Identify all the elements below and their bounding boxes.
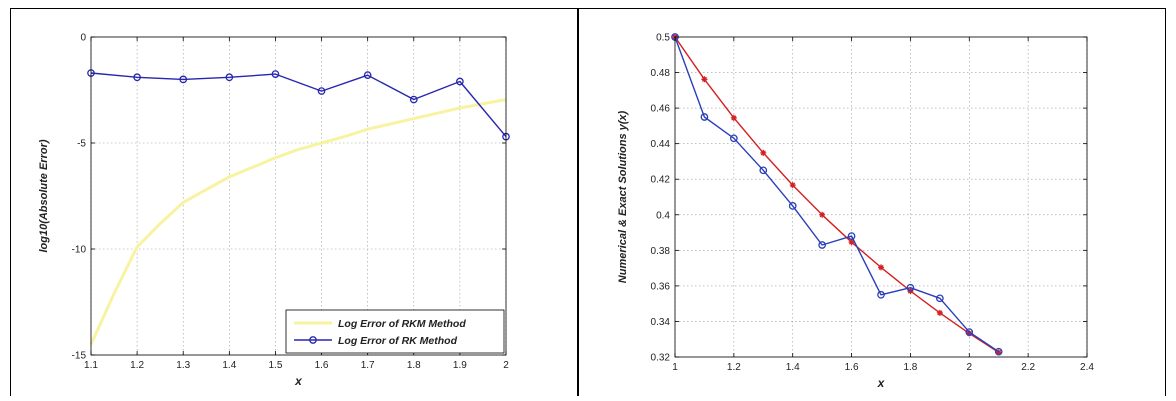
legend-label: Log Error of RKM Method bbox=[338, 318, 466, 330]
y-tick-label: 0.48 bbox=[651, 68, 671, 79]
x-tick-label: 1.4 bbox=[222, 360, 236, 371]
y-tick-label: 0.5 bbox=[656, 33, 670, 44]
x-tick-label: 1.6 bbox=[315, 360, 329, 371]
x-tick-label: 1.5 bbox=[268, 360, 282, 371]
plot-area bbox=[675, 37, 1087, 357]
y-tick-label: 0.32 bbox=[651, 353, 671, 364]
series-line bbox=[674, 36, 1000, 353]
y-tick-label: 0.36 bbox=[651, 281, 671, 292]
data-point bbox=[936, 309, 943, 316]
y-tick-label: 0.46 bbox=[651, 104, 671, 115]
y-tick-label: -15 bbox=[72, 351, 87, 362]
x-tick-label: 1.2 bbox=[727, 362, 741, 373]
series-line bbox=[90, 72, 507, 138]
legend-marker bbox=[309, 336, 317, 344]
data-point bbox=[877, 290, 885, 299]
data-point bbox=[759, 166, 768, 175]
x-tick-label: 1 bbox=[672, 362, 678, 373]
legend-box bbox=[285, 309, 505, 354]
y-tick-label: 0 bbox=[80, 33, 86, 44]
x-tick-label: 1.4 bbox=[786, 362, 800, 373]
data-point bbox=[906, 283, 915, 292]
data-point bbox=[966, 330, 973, 337]
data-point bbox=[409, 95, 418, 104]
legend-label: Log Error of RK Method bbox=[338, 335, 458, 347]
y-tick-label: 0.34 bbox=[651, 317, 671, 328]
x-tick-label: 2.2 bbox=[1021, 362, 1035, 373]
x-tick-label: 1.2 bbox=[130, 360, 144, 371]
data-point bbox=[701, 76, 708, 83]
data-point bbox=[271, 70, 280, 78]
solution-chart: 1 1.2 1.4 1.6 1.8 2 2.2 2.4 0.5 0.48 0.46 0.44 0.42 0… bbox=[617, 33, 1094, 391]
x-tick-label: 1.3 bbox=[176, 360, 190, 371]
data-point bbox=[936, 294, 944, 303]
error-chart: 1.1 1.2 1.3 1.4 1.5 1.6 1.7 1.8 1.9 2 0 -5 -10 -15 x lo… bbox=[38, 33, 510, 388]
data-point bbox=[819, 211, 826, 218]
y-axis-label: Numerical & Exact Solutions y(x) bbox=[617, 110, 629, 283]
data-point bbox=[788, 202, 797, 210]
x-tick-label: 1.8 bbox=[903, 362, 917, 373]
series-line bbox=[89, 98, 507, 346]
data-point bbox=[363, 71, 372, 80]
y-tick-label: 0.44 bbox=[651, 139, 671, 150]
x-tick-label: 1.1 bbox=[84, 360, 98, 371]
data-point bbox=[789, 182, 796, 189]
y-tick-label: 0.42 bbox=[651, 175, 671, 186]
data-point bbox=[225, 73, 234, 82]
data-point bbox=[730, 114, 737, 121]
left-chart-panel: 1.1 1.2 1.3 1.4 1.5 1.6 1.7 1.8 1.9 2 0 -5 -10 -15 x lo… bbox=[10, 8, 578, 396]
x-tick-label: 1.8 bbox=[407, 360, 421, 371]
x-axis-label: x bbox=[294, 374, 303, 388]
data-point bbox=[760, 149, 767, 156]
data-point bbox=[847, 232, 856, 240]
x-tick-label: 1.9 bbox=[453, 360, 467, 371]
data-point bbox=[317, 87, 326, 95]
y-tick-label: 0.4 bbox=[656, 210, 670, 221]
x-axis-label: x bbox=[877, 376, 886, 390]
data-point bbox=[818, 241, 826, 249]
data-point bbox=[878, 264, 884, 271]
x-tick-label: 1.6 bbox=[845, 362, 859, 373]
axes-frame bbox=[674, 36, 1088, 358]
y-tick-label: 0.38 bbox=[651, 246, 671, 257]
series-line bbox=[674, 36, 1000, 353]
data-point bbox=[965, 328, 974, 336]
data-point bbox=[133, 73, 141, 82]
y-tick-label: -5 bbox=[77, 139, 86, 150]
data-point bbox=[179, 75, 188, 84]
x-tick-label: 2 bbox=[503, 360, 509, 371]
x-tick-label: 1.7 bbox=[361, 360, 375, 371]
data-point bbox=[995, 349, 1002, 356]
data-point bbox=[730, 134, 738, 143]
x-tick-label: 2 bbox=[967, 362, 973, 373]
y-axis-label: log10(Absolute Error) bbox=[38, 139, 50, 252]
data-point bbox=[700, 113, 709, 121]
plot-area bbox=[91, 37, 506, 355]
right-chart-panel: 1 1.2 1.4 1.6 1.8 2 2.2 2.4 0.5 0.48 0.46 0.44 0.42 0… bbox=[578, 8, 1166, 396]
axes-frame bbox=[90, 36, 507, 356]
data-point bbox=[456, 77, 464, 86]
x-tick-label: 2.4 bbox=[1080, 362, 1094, 373]
data-point bbox=[994, 347, 1003, 356]
y-tick-label: -10 bbox=[72, 245, 87, 256]
data-point bbox=[848, 239, 855, 246]
